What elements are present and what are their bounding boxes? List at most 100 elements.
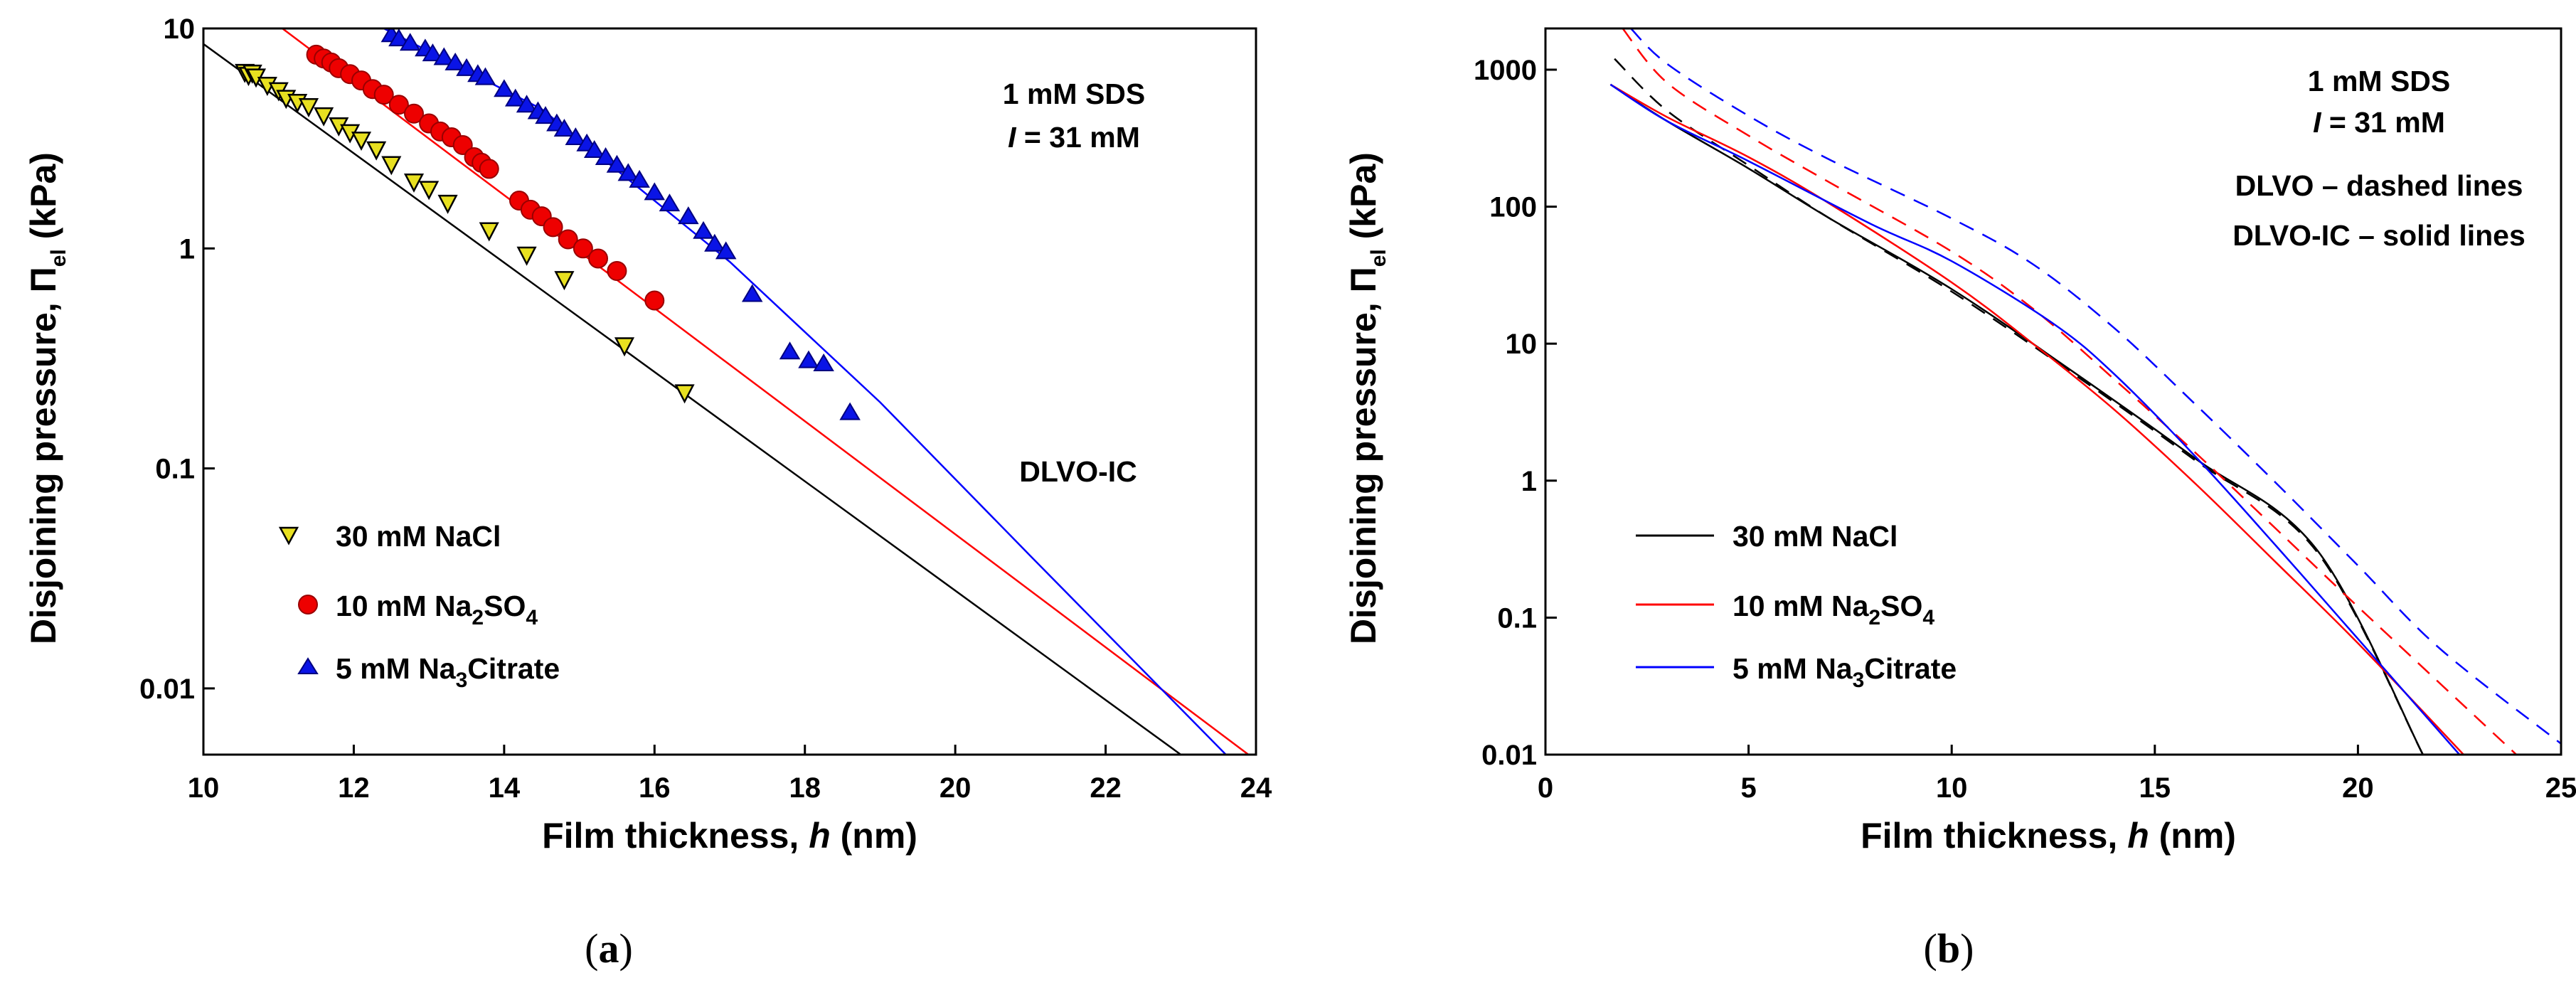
panel-a-point-triangle-up [474,67,496,85]
legend-marker-circle [298,595,318,615]
panel-b-y-tick-label: 0.01 [1481,740,1537,771]
panel-b-annotation-ionic-strength: I = 31 mM [2313,106,2445,139]
panel-a-point-triangle-down [366,141,387,161]
panel-a-point-triangle-up [535,106,556,124]
panel-b-legend-item-na3citrate: 5 mM Na3Citrate [1636,652,1957,692]
panel-a-fit-line-1 [282,28,1250,755]
panel-a-legend: 30 mM NaCl 10 mM Na2SO4 5 mM Na3Citrate [278,520,560,692]
panel-a-x-tick-label: 14 [489,772,521,804]
chart-panel-a: 10 12 14 16 18 20 22 24 0.01 0.1 1 10 Disjoining pr… [23,14,1272,972]
panel-a-point-triangle-down [674,384,695,404]
panel-b-annotation-sds: 1 mM SDS [2308,65,2451,97]
panel-b-dlvo-ic-solid-line-1 [1609,83,2464,755]
panel-a-point-triangle-down [479,222,499,242]
panel-a-point-triangle-up [445,52,466,70]
panel-a-point-triangle-up [583,140,605,158]
panel-b-x-tick-label: 5 [1740,772,1756,804]
panel-a-point-circle [644,290,665,311]
panel-b-x-tick-label: 15 [2139,772,2171,804]
panel-a-point-circle [388,95,409,115]
panel-a-point-circle [404,103,424,124]
panel-a-point-triangle-down [419,181,440,201]
panel-a-point-triangle-down [437,194,458,214]
panel-a-point-triangle-down [554,271,575,291]
panel-b-axis-ticks: 0 5 10 15 20 25 0.01 0.1 1 10 100 1000 [1474,55,2576,804]
panel-a-point-triangle-down [614,337,635,357]
panel-a-point-circle [588,248,608,269]
panel-b-y-axis-label: Disjoining pressure, Πel (kPa) [1343,152,1390,644]
panel-b-x-tick-label: 20 [2342,772,2374,804]
panel-a-point-triangle-up [565,127,587,146]
panel-b-annotation-dlvo: DLVO – dashed lines [2235,169,2523,202]
legend-label-na2so4: 10 mM Na2SO4 [1733,590,1934,629]
panel-a-point-triangle-up [422,43,444,62]
panel-a-point-triangle-up [553,119,575,137]
panel-a-label: (a) [585,925,633,972]
panel-a-x-tick-label: 22 [1090,772,1122,804]
panel-a-point-triangle-down [403,173,425,193]
panel-a-point-circle [373,85,394,105]
panel-b-x-axis-label: Film thickness, h (nm) [1861,816,2236,856]
panel-a-point-triangle-up [456,58,477,76]
panel-a-point-triangle-down [314,107,334,127]
legend-label-na3citrate: 5 mM Na3Citrate [1733,652,1957,692]
panel-a-point-triangle-down [516,246,537,266]
panel-a-annotation-sds: 1 mM SDS [1003,78,1146,110]
panel-a-point-triangle-up [388,28,410,47]
panel-a-y-tick-label: 10 [164,14,196,45]
panel-b-plot-frame [1544,27,2562,756]
panel-a-point-circle [479,159,499,179]
panel-a-point-triangle-up [494,79,515,97]
panel-a-point-circle [573,238,593,259]
panel-a-legend-item-na2so4: 10 mM Na2SO4 [298,590,538,629]
panel-a-legend-item-nacl: 30 mM NaCl [278,520,501,553]
panel-a-point-triangle-up [504,88,526,107]
panel-a-point-triangle-up [779,341,801,360]
panel-b-legend-item-na2so4: 10 mM Na2SO4 [1636,590,1934,629]
panel-a-x-tick-label: 20 [940,772,972,804]
legend-label-nacl: 30 mM NaCl [336,520,501,553]
panel-a-point-triangle-up [659,193,681,212]
panel-b-legend: 30 mM NaCl 10 mM Na2SO4 5 mM Na3Citrate [1636,520,1957,692]
panel-b-legend-item-nacl: 30 mM NaCl [1636,520,1898,553]
panel-b-series [1609,28,2561,755]
panel-a-annotation-model: DLVO-IC [1019,455,1137,488]
panel-a-x-tick-label: 12 [338,772,370,804]
panel-a-point-triangle-up [516,95,538,113]
panel-a-x-tick-label: 16 [639,772,671,804]
panel-a-point-triangle-down [351,132,372,151]
panel-a-y-tick-label: 0.01 [139,674,195,705]
panel-a-x-tick-label: 10 [188,772,220,804]
panel-b-y-tick-label: 100 [1489,192,1537,223]
panel-a-x-axis-label: Film thickness, h (nm) [542,816,917,856]
panel-b-y-tick-label: 10 [1506,329,1538,360]
legend-label-nacl: 30 mM NaCl [1733,520,1898,553]
panel-a-point-triangle-up [704,233,725,252]
panel-a-point-triangle-up [693,220,714,239]
legend-label-na3citrate: 5 mM Na3Citrate [336,652,560,692]
panel-a-point-triangle-up [399,33,421,51]
panel-a-point-triangle-down [298,98,319,117]
panel-a-y-tick-label: 1 [179,233,195,265]
panel-b-annotation-dlvo-ic: DLVO-IC – solid lines [2232,219,2526,252]
panel-a-x-tick-label: 18 [789,772,821,804]
panel-a-point-circle [543,217,563,238]
panel-b-y-tick-label: 1 [1521,466,1537,497]
panel-a-point-triangle-up [715,241,737,260]
panel-a-point-triangle-up [813,353,834,372]
panel-a-series [203,28,1250,755]
panel-a-y-axis-label: Disjoining pressure, Πel (kPa) [23,152,70,644]
panel-b-dlvo-ic-solid-line-2 [1609,83,2461,755]
panel-b-x-tick-label: 25 [2545,772,2576,804]
panel-a-point-triangle-up [741,284,763,302]
panel-b-label: (b) [1924,925,1974,972]
panel-a-point-triangle-up [678,206,699,225]
panel-a-point-triangle-up [644,182,666,201]
panel-a-point-triangle-up [839,402,861,420]
panel-a-plot-frame [202,27,1257,756]
panel-b-y-tick-label: 1000 [1474,55,1537,86]
panel-a-point-circle [607,260,627,281]
panel-b-dlvo-dashed-line-2 [1630,28,2561,745]
panel-b-dlvo-dashed-line-0 [1614,58,2424,755]
